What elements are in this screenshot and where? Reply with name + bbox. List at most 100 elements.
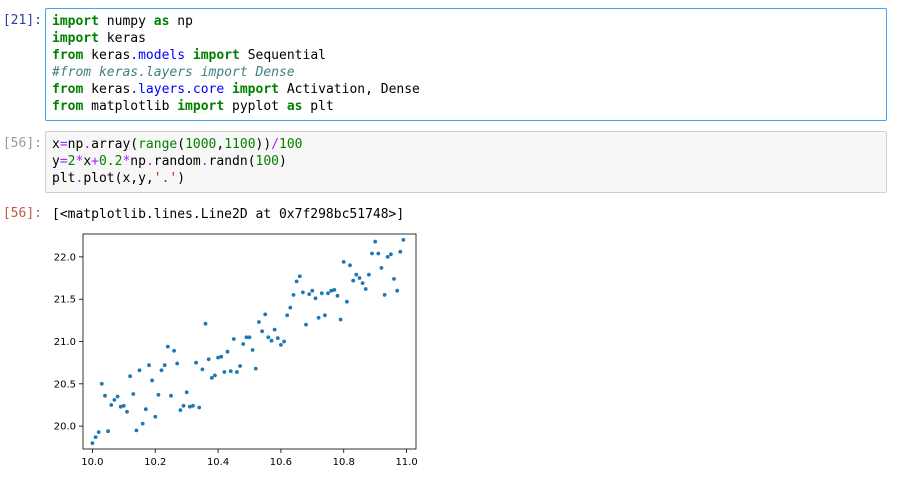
- x-tick-label: 10.4: [207, 457, 229, 468]
- data-point: [260, 329, 264, 334]
- data-point: [341, 260, 346, 264]
- data-point: [354, 272, 359, 277]
- data-point: [112, 398, 117, 402]
- data-point: [269, 338, 274, 343]
- data-point: [313, 296, 318, 301]
- data-point: [323, 313, 327, 318]
- data-point: [147, 363, 151, 368]
- data-point: [326, 291, 330, 296]
- data-point: [121, 403, 126, 408]
- data-points: [90, 238, 406, 445]
- data-point: [304, 322, 308, 327]
- data-point: [118, 404, 123, 409]
- data-point: [165, 344, 170, 349]
- data-point: [184, 390, 189, 395]
- data-point: [382, 293, 387, 297]
- data-point: [332, 288, 337, 292]
- data-point: [385, 255, 390, 259]
- cell-prompt: [21]:: [2, 13, 42, 28]
- data-point: [137, 368, 142, 373]
- cell-prompt: [56]:: [2, 136, 42, 151]
- data-point: [367, 272, 371, 277]
- data-point: [291, 293, 296, 297]
- data-point: [178, 408, 183, 412]
- data-point: [272, 327, 277, 332]
- data-point: [209, 376, 214, 380]
- data-point: [143, 407, 148, 412]
- code-text[interactable]: import numpy as np import keras from ker…: [52, 14, 420, 114]
- data-point: [194, 360, 199, 365]
- data-point: [370, 251, 374, 256]
- code-editor[interactable]: import numpy as np import keras from ker…: [45, 8, 887, 121]
- data-point: [357, 276, 362, 280]
- data-point: [338, 317, 343, 322]
- data-point: [159, 368, 164, 373]
- data-point: [282, 339, 286, 344]
- data-point: [103, 393, 107, 398]
- data-point: [96, 430, 101, 434]
- output-text: [<matplotlib.lines.Line2D at 0x7f298bc51…: [52, 207, 405, 222]
- data-point: [244, 335, 249, 340]
- y-tick-label: 21.0: [54, 337, 76, 348]
- data-point: [379, 266, 384, 270]
- y-axis-ticks: 20.0 20.5 21.0 21.5 22.0: [54, 252, 83, 433]
- data-point: [150, 378, 154, 383]
- data-point: [279, 343, 283, 347]
- x-tick-label: 10.2: [144, 457, 166, 468]
- data-point: [219, 354, 224, 359]
- data-point: [363, 287, 368, 291]
- data-point: [275, 336, 280, 340]
- y-tick-label: 21.5: [54, 295, 76, 306]
- data-point: [253, 366, 258, 371]
- data-point: [213, 373, 217, 378]
- x-tick-label: 10.0: [81, 457, 103, 468]
- x-tick-label: 10.6: [270, 457, 292, 468]
- code-text[interactable]: x=np.array(range(1000,1100))/100 y=2*x+0…: [52, 137, 303, 186]
- data-point: [335, 293, 340, 298]
- data-point: [247, 335, 252, 340]
- y-tick-label: 22.0: [54, 252, 76, 263]
- data-point: [319, 291, 324, 296]
- data-point: [348, 263, 352, 268]
- data-point: [175, 361, 180, 366]
- data-point: [99, 381, 104, 386]
- data-point: [187, 404, 192, 409]
- data-point: [172, 348, 176, 353]
- data-point: [373, 239, 378, 244]
- data-point: [345, 299, 349, 304]
- data-point: [90, 441, 95, 445]
- data-point: [200, 367, 205, 372]
- data-point: [307, 292, 312, 296]
- code-editor[interactable]: x=np.array(range(1000,1100))/100 y=2*x+0…: [45, 131, 887, 193]
- x-axis-ticks: 10.0 10.2 10.4 10.6 10.8 11.0: [81, 449, 418, 468]
- x-tick-label: 11.0: [395, 457, 417, 468]
- data-point: [191, 403, 195, 408]
- data-point: [389, 252, 393, 257]
- data-point: [125, 409, 129, 414]
- data-point: [225, 349, 230, 354]
- data-point: [285, 313, 290, 318]
- data-point: [310, 288, 315, 293]
- data-point: [228, 369, 233, 373]
- data-point: [203, 321, 208, 326]
- data-point: [131, 392, 136, 396]
- data-point: [93, 435, 98, 439]
- data-point: [401, 238, 406, 242]
- data-point: [263, 312, 268, 317]
- data-point: [222, 370, 227, 374]
- data-point: [241, 342, 246, 346]
- data-point: [140, 421, 145, 426]
- data-point: [156, 392, 161, 397]
- data-point: [351, 278, 356, 283]
- data-point: [206, 357, 211, 362]
- y-tick-label: 20.5: [54, 379, 76, 390]
- data-point: [301, 290, 305, 295]
- data-point: [197, 405, 202, 410]
- data-point: [316, 315, 321, 320]
- data-point: [360, 281, 365, 285]
- data-point: [329, 288, 334, 293]
- data-point: [392, 277, 396, 281]
- data-point: [169, 393, 173, 398]
- data-point: [181, 403, 186, 408]
- data-point: [231, 337, 236, 341]
